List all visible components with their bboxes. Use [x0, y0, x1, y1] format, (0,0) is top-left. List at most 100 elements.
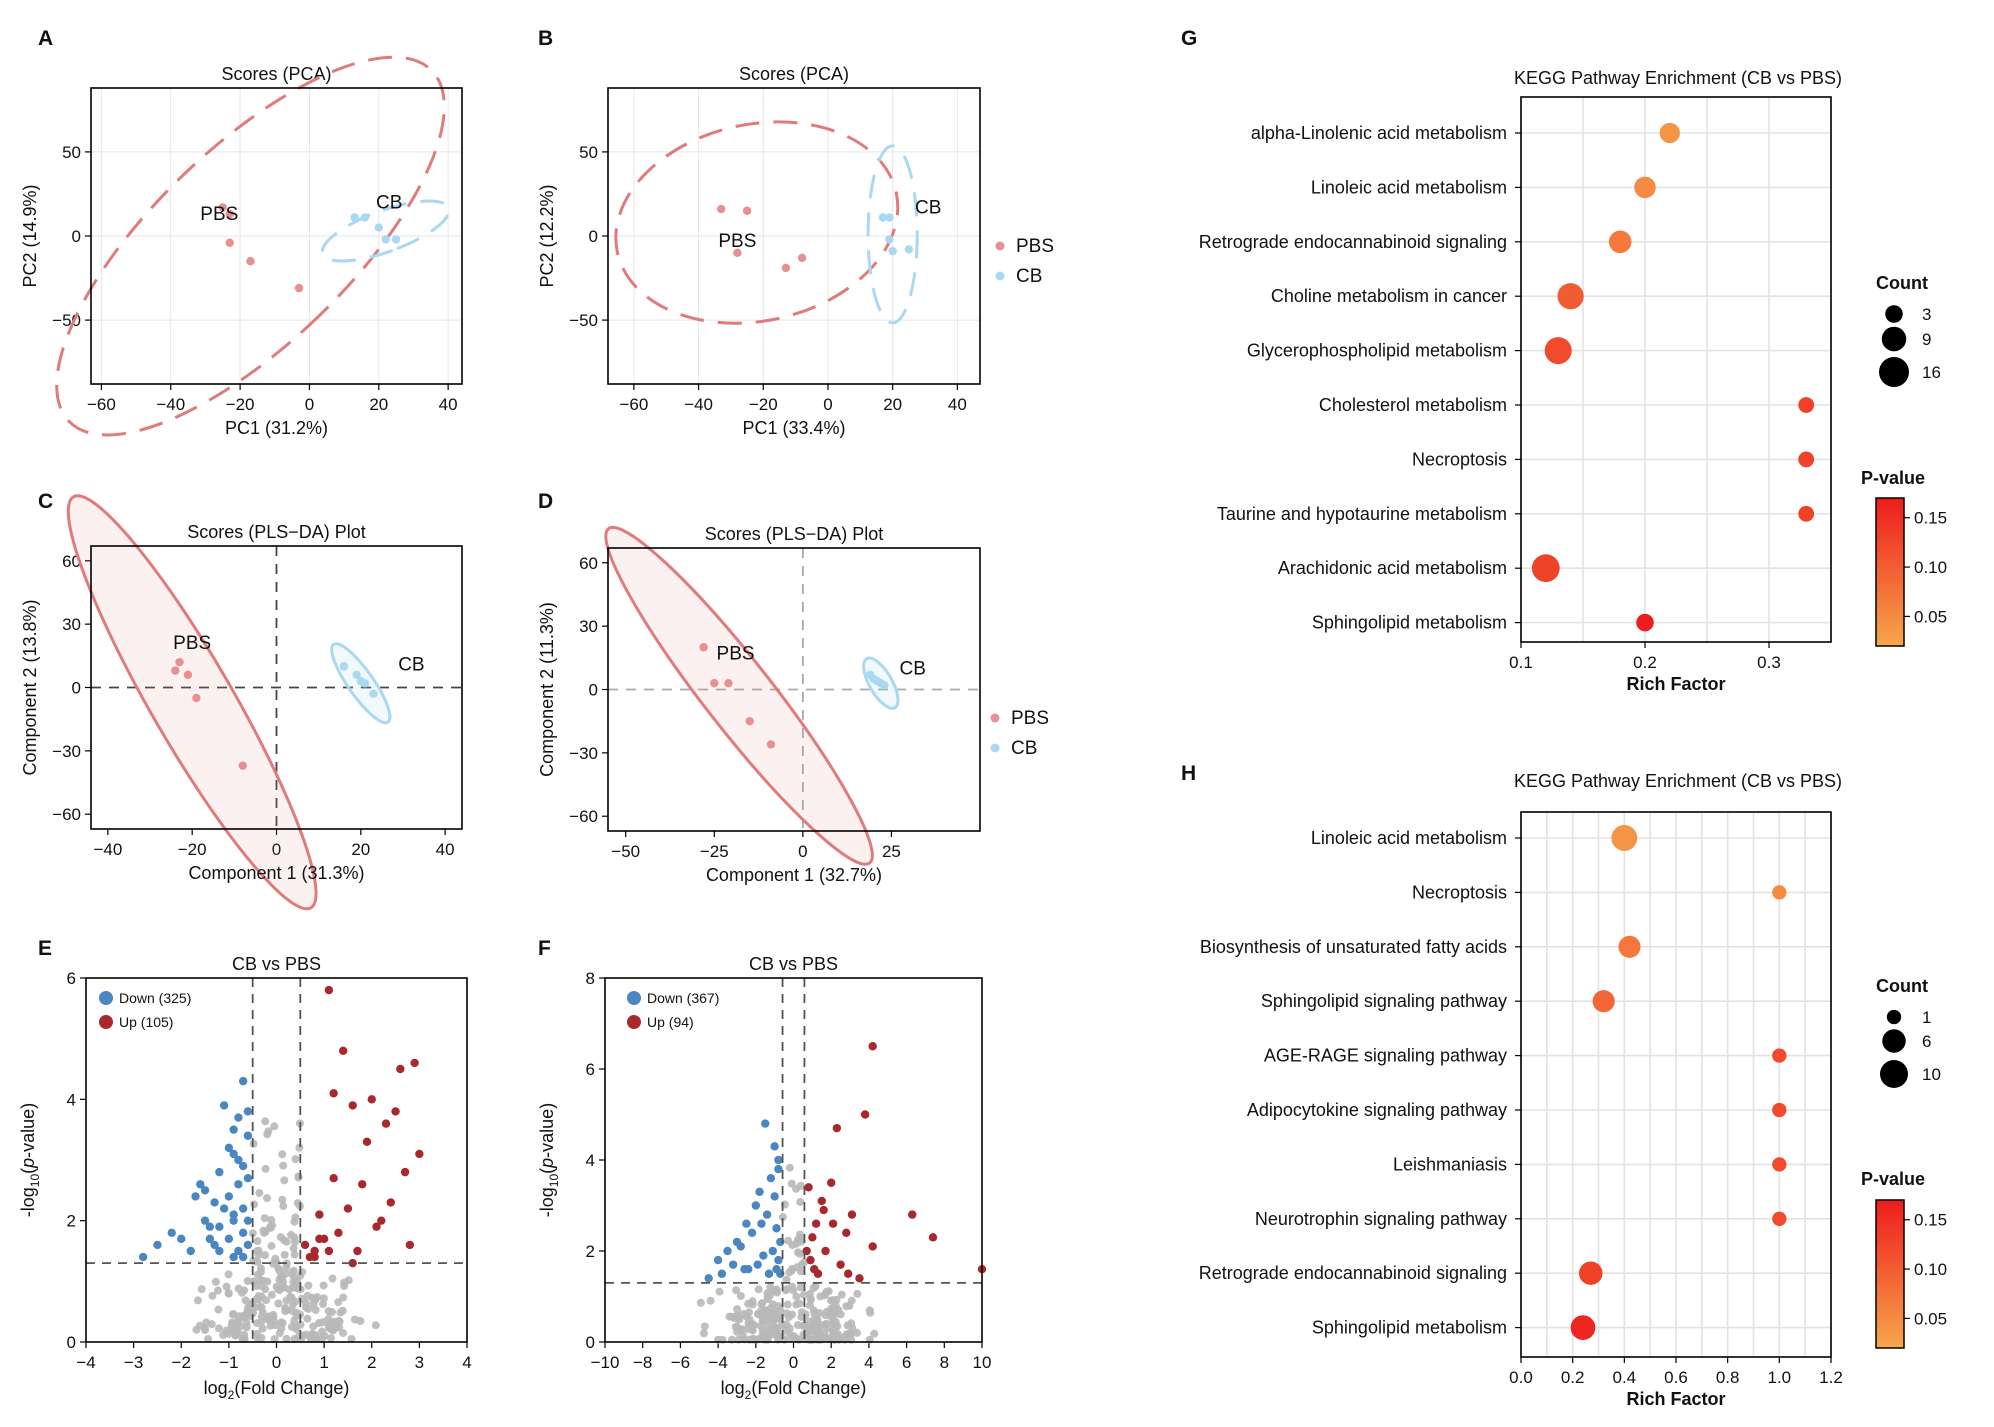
ns-point	[754, 1334, 763, 1343]
color-legend-bar	[1875, 1199, 1905, 1349]
ns-point	[715, 1287, 724, 1296]
y-tick-label: 30	[62, 615, 81, 634]
size-legend-label: 16	[1922, 363, 1941, 382]
pathway-label: Taurine and hypotaurine metabolism	[1217, 504, 1507, 524]
up-point	[372, 1222, 381, 1231]
pathway-label: Retrograde endocannabinoid signaling	[1199, 232, 1507, 252]
down-point	[728, 1260, 738, 1269]
ns-point	[339, 1329, 348, 1338]
group-label-pbs: PBS	[200, 204, 238, 225]
y-axis-label: -log10(p-value)	[18, 1103, 42, 1217]
pathway-bubble	[1634, 176, 1656, 199]
ns-point	[782, 1275, 791, 1284]
x-tick-label: 2	[367, 1353, 376, 1372]
down-point	[238, 1252, 248, 1262]
down-point	[191, 1192, 200, 1201]
pathway-bubble	[1798, 451, 1815, 468]
color-legend-bar	[1875, 497, 1905, 647]
x-axis-label: Component 1 (31.3%)	[188, 863, 364, 883]
down-point	[138, 1252, 148, 1262]
ns-point	[193, 1296, 202, 1305]
ns-point	[788, 1265, 797, 1274]
ns-point	[700, 1322, 709, 1331]
group-label-pbs: PBS	[718, 231, 756, 252]
down-point	[774, 1164, 783, 1174]
ns-point	[847, 1296, 856, 1305]
ns-point	[291, 1297, 300, 1306]
x-tick-label: −20	[226, 395, 255, 414]
ns-point	[324, 1307, 333, 1316]
size-legend-marker	[1880, 1060, 1908, 1088]
ns-point	[211, 1277, 220, 1286]
down-point	[757, 1219, 766, 1228]
ns-point	[783, 1300, 792, 1309]
pathway-label: Sphingolipid metabolism	[1312, 613, 1507, 633]
ns-point	[339, 1293, 348, 1302]
up-point	[353, 1246, 362, 1256]
legend-label-pbs: PBS	[1011, 708, 1049, 729]
ns-point	[319, 1300, 328, 1309]
plot-frame	[90, 545, 463, 830]
y-tick-label: −50	[52, 311, 81, 330]
up-point	[329, 1174, 338, 1183]
ns-point	[792, 1300, 801, 1309]
cb-point	[352, 670, 361, 680]
pathway-bubble	[1772, 1102, 1787, 1118]
size-legend-label: 6	[1922, 1032, 1931, 1051]
ns-point	[830, 1311, 839, 1320]
up-point	[396, 1064, 405, 1074]
chart-title: Scores (PCA)	[221, 64, 331, 84]
ns-point	[829, 1319, 838, 1328]
up-point	[358, 1180, 367, 1189]
ns-point	[315, 1319, 324, 1328]
ns-point	[278, 1195, 287, 1204]
pathway-bubble	[1659, 122, 1680, 144]
pathway-label: Linoleic acid metabolism	[1311, 177, 1507, 197]
ns-point	[257, 1317, 266, 1326]
down-point	[243, 1131, 253, 1140]
ns-point	[799, 1321, 808, 1330]
ns-point	[248, 1229, 257, 1238]
plot-frame	[1520, 96, 1832, 643]
pbs-point	[781, 263, 791, 273]
up-point	[381, 1119, 391, 1128]
cb-point	[885, 213, 894, 222]
chart-title: Scores (PLS−DA) Plot	[705, 524, 884, 544]
legend-marker-cb	[995, 271, 1005, 281]
cb-point	[360, 213, 370, 222]
panel-label-C: C	[38, 490, 53, 513]
down-point	[186, 1246, 195, 1256]
legend-marker	[627, 991, 641, 1005]
ns-point	[238, 1334, 247, 1343]
y-tick-label: −30	[569, 744, 598, 763]
down-point	[704, 1274, 713, 1283]
y-tick-label: 6	[67, 969, 76, 988]
down-point	[238, 1204, 248, 1213]
pathway-bubble	[1772, 1157, 1787, 1172]
y-axis-label: Component 2 (11.3%)	[537, 602, 557, 777]
ns-point	[260, 1214, 269, 1223]
pathway-label: Adipocytokine signaling pathway	[1247, 1100, 1507, 1120]
up-point	[842, 1228, 851, 1238]
x-tick-label: 10	[973, 1353, 992, 1372]
x-tick-label: 0.2	[1561, 1368, 1585, 1387]
ns-point	[257, 1303, 266, 1312]
ns-point	[843, 1321, 852, 1330]
ns-point	[736, 1291, 745, 1300]
down-point	[742, 1219, 751, 1228]
x-tick-label: 2	[826, 1353, 835, 1372]
ns-point	[250, 1200, 259, 1209]
chart-title: Scores (PLS−DA) Plot	[187, 522, 366, 542]
x-tick-label: −60	[619, 395, 648, 414]
down-point	[761, 1119, 770, 1128]
ns-point	[202, 1318, 211, 1327]
x-tick-label: −20	[749, 395, 778, 414]
cb-point	[885, 235, 894, 244]
up-point	[811, 1219, 821, 1228]
x-tick-label: 0	[823, 395, 832, 414]
pathway-label: Necroptosis	[1412, 882, 1507, 902]
size-legend-marker	[1879, 357, 1909, 387]
ns-point	[733, 1305, 742, 1314]
ns-point	[254, 1250, 263, 1259]
ns-point	[279, 1161, 288, 1170]
